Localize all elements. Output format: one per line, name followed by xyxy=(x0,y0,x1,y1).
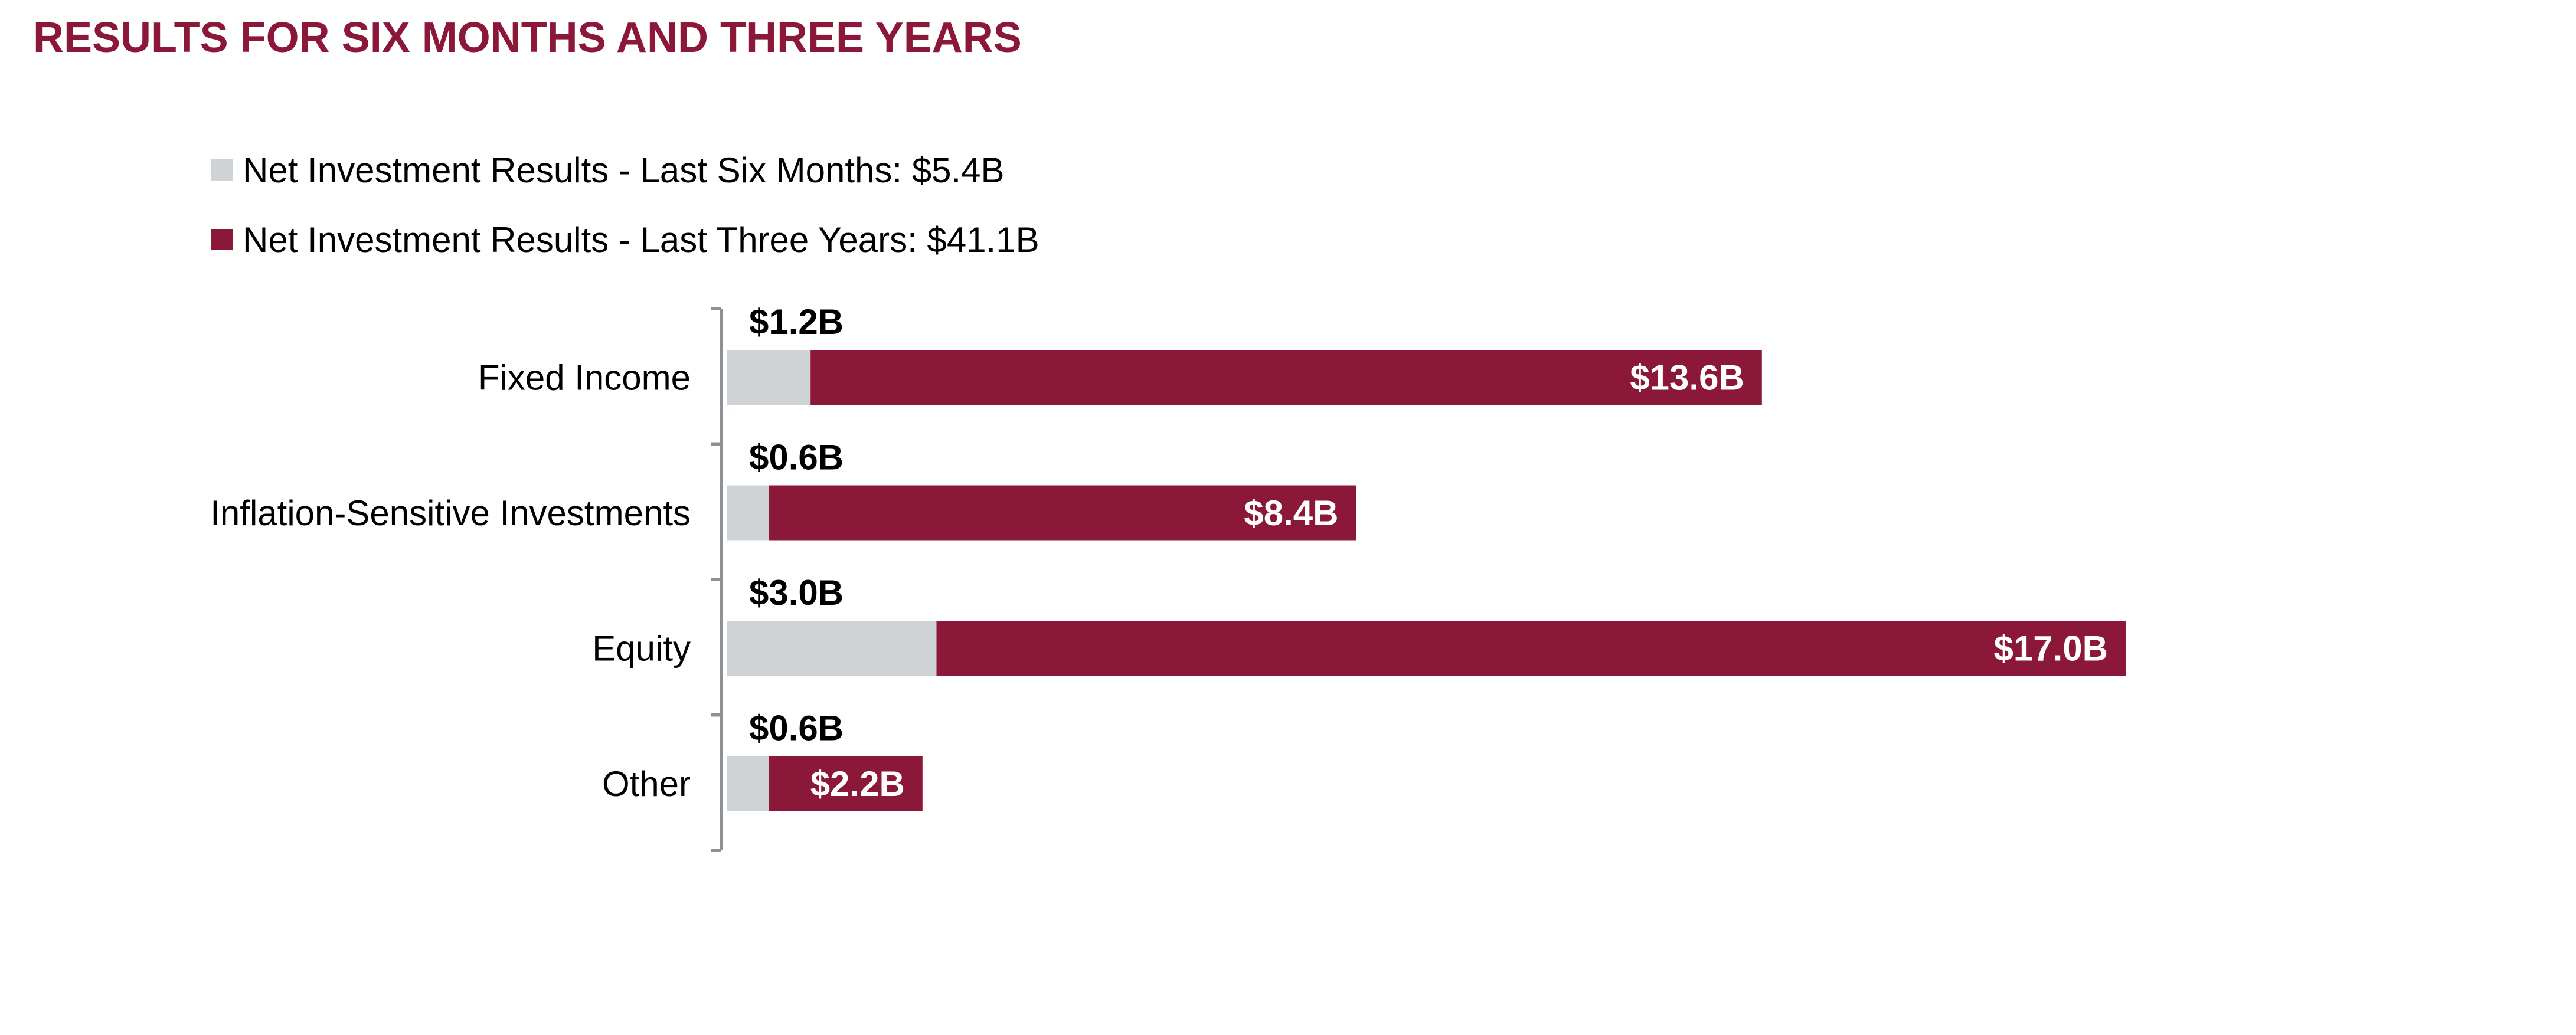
data-label-six-months: $0.6B xyxy=(749,709,844,748)
legend-swatch xyxy=(211,229,233,250)
category-axis xyxy=(711,307,723,852)
category-label: Fixed Income xyxy=(478,358,691,398)
legend-label: Net Investment Results - Last Three Year… xyxy=(243,220,1039,260)
bar-three-years xyxy=(936,621,2126,676)
bar-six-months xyxy=(727,485,769,541)
category-label: Other xyxy=(602,764,691,804)
chart-title: RESULTS FOR SIX MONTHS AND THREE YEARS xyxy=(33,14,1022,61)
bars: Fixed Income $1.2B $13.6B Inflation-Sensiti… xyxy=(210,302,2126,811)
bar-six-months xyxy=(727,756,769,811)
bar-six-months xyxy=(727,621,937,676)
bar-three-years xyxy=(769,485,1356,541)
data-label-six-months: $3.0B xyxy=(749,573,844,613)
category-label: Inflation-Sensitive Investments xyxy=(210,493,691,533)
legend-label: Net Investment Results - Last Six Months… xyxy=(243,150,1005,190)
legend-swatch xyxy=(211,159,233,181)
data-label-six-months: $1.2B xyxy=(749,302,844,342)
legend: Net Investment Results - Last Six Months… xyxy=(211,150,1039,260)
data-label-three-years: $17.0B xyxy=(1994,629,2108,669)
data-label-six-months: $0.6B xyxy=(749,438,844,477)
category-label: Equity xyxy=(592,629,691,669)
bar-three-years xyxy=(769,756,923,811)
bar-three-years xyxy=(810,350,1762,405)
data-label-three-years: $8.4B xyxy=(1244,493,1338,533)
bar-six-months xyxy=(727,350,811,405)
data-label-three-years: $2.2B xyxy=(810,764,905,804)
data-label-three-years: $13.6B xyxy=(1630,358,1744,398)
